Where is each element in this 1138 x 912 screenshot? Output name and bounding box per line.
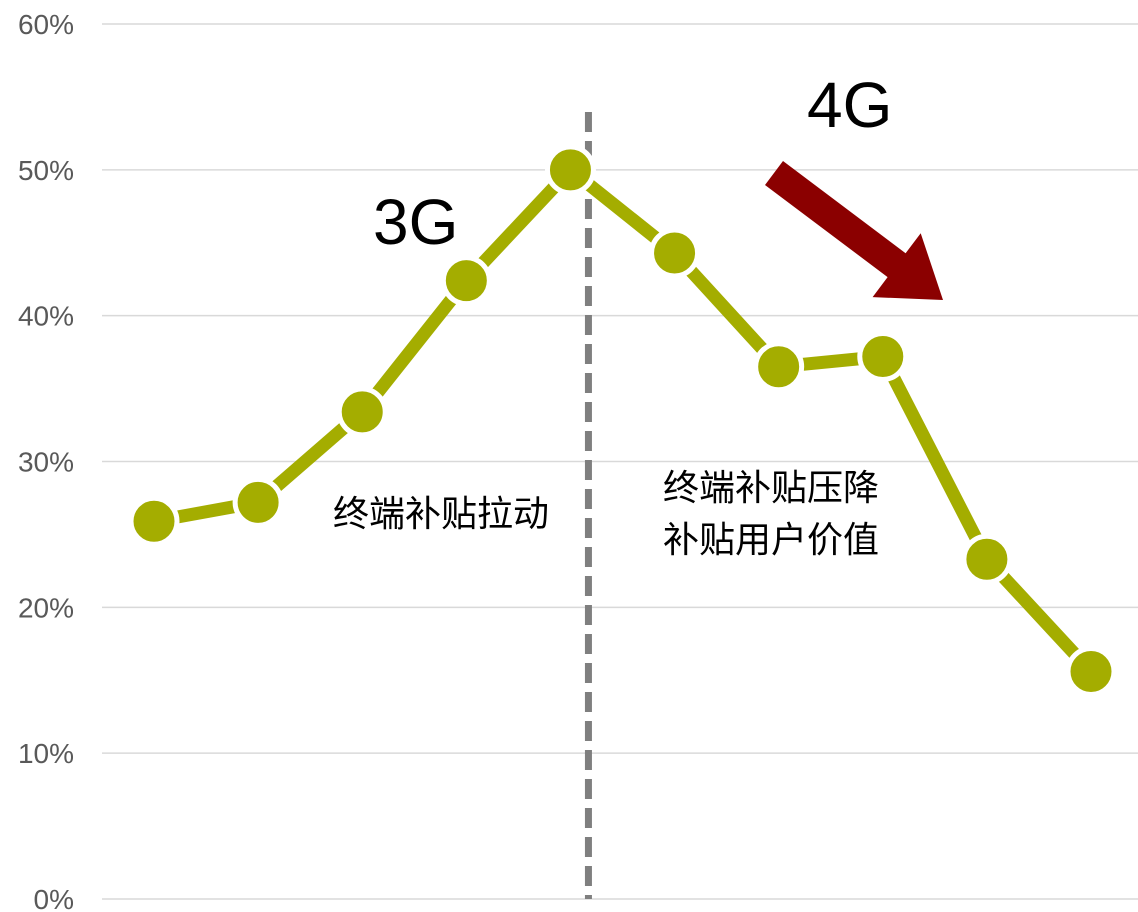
y-tick-label: 10% <box>18 738 74 769</box>
y-tick-label: 0% <box>34 884 74 912</box>
series-line <box>147 163 1098 678</box>
y-tick-label: 60% <box>18 9 74 40</box>
series-path <box>147 163 1098 678</box>
y-tick-label: 30% <box>18 447 74 478</box>
gridlines <box>102 23 1138 900</box>
data-point <box>440 255 492 307</box>
y-tick-label: 50% <box>18 155 74 186</box>
label-4g: 4G <box>807 69 892 141</box>
data-point <box>128 495 180 547</box>
data-point <box>961 533 1013 585</box>
decline-arrow-icon <box>765 161 943 300</box>
y-tick-label: 20% <box>18 592 74 623</box>
annotation-subsidy-reduction-line1: 终端补贴压降 <box>663 468 879 509</box>
data-point <box>232 476 284 528</box>
data-point <box>544 144 596 196</box>
data-point <box>649 227 701 279</box>
y-tick-label: 40% <box>18 301 74 332</box>
annotation-subsidy-driven: 终端补贴拉动 <box>333 494 549 535</box>
data-point <box>336 386 388 438</box>
data-point <box>1065 646 1117 697</box>
y-axis-tick-labels: 0% 10% 20% 30% 40% 50% 60% <box>18 9 74 912</box>
data-points <box>128 144 1117 697</box>
annotation-subsidy-reduction-line2: 补贴用户价值 <box>663 520 879 561</box>
data-point <box>857 331 909 382</box>
data-point <box>753 341 805 393</box>
label-3g: 3G <box>373 186 458 258</box>
